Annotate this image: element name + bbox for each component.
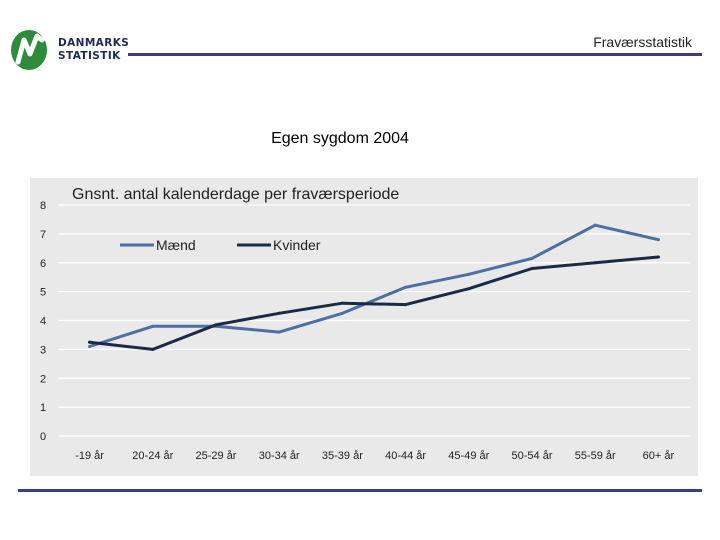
logo-text: DANMARKS STATISTIK: [58, 37, 129, 63]
data-point: [593, 223, 597, 227]
y-tick-label: 1: [40, 402, 46, 414]
data-point: [340, 301, 344, 305]
y-tick-label: 7: [40, 229, 46, 241]
x-tick-label: 20-24 år: [132, 450, 173, 462]
data-point: [467, 272, 471, 276]
x-tick-label: 60+ år: [643, 450, 675, 462]
chart-series: [88, 223, 660, 351]
data-point: [151, 347, 155, 351]
legend-label: Kvinder: [273, 237, 321, 253]
data-point: [277, 330, 281, 334]
y-tick-label: 3: [40, 344, 46, 356]
x-tick-label: 30-34 år: [259, 450, 300, 462]
chart-legend: Mænd Kvinder: [120, 237, 321, 253]
slide-title: Egen sygdom 2004: [271, 130, 409, 147]
logo-line-2: STATISTIK: [58, 50, 121, 62]
logo: DANMARKS STATISTIK: [10, 28, 129, 74]
y-tick-label: 2: [40, 373, 46, 385]
data-point: [530, 267, 534, 271]
x-tick-label: -19 år: [75, 450, 104, 462]
line-chart: Gnsnt. antal kalenderdage per fraværsper…: [40, 186, 690, 462]
data-point: [88, 340, 92, 344]
y-tick-label: 5: [40, 287, 46, 299]
header-divider: [128, 53, 702, 56]
x-axis-ticks: -19 år 20-24 år 25-29 år 30-34 år 35-39 år 40…: [75, 450, 674, 462]
data-point: [88, 344, 92, 348]
legend-label: Mænd: [156, 237, 196, 253]
data-point: [151, 324, 155, 328]
data-point: [467, 287, 471, 291]
y-tick-label: 8: [40, 200, 46, 212]
x-tick-label: 35-39 år: [322, 450, 363, 462]
x-tick-label: 50-54 år: [512, 450, 553, 462]
footer-divider: [18, 489, 702, 492]
chart-title: Gnsnt. antal kalenderdage per fraværsper…: [72, 186, 399, 203]
data-point: [530, 256, 534, 260]
series-line-1: [88, 255, 660, 351]
header-title: Fraværsstatistik: [593, 34, 692, 50]
y-axis-ticks: 0 1 2 3 4 5 6 7 8: [40, 200, 46, 443]
x-tick-label: 25-29 år: [196, 450, 237, 462]
y-tick-label: 0: [40, 431, 46, 443]
data-point: [340, 311, 344, 315]
series-line-0: [88, 223, 660, 348]
logo-line-1: DANMARKS: [58, 37, 130, 49]
y-tick-label: 6: [40, 258, 46, 270]
x-tick-label: 45-49 år: [448, 450, 489, 462]
chart-grid: [58, 204, 690, 437]
data-point: [277, 311, 281, 315]
data-point: [214, 323, 218, 327]
x-tick-label: 40-44 år: [385, 450, 426, 462]
x-tick-label: 55-59 år: [575, 450, 616, 462]
data-point: [404, 303, 408, 307]
data-point: [656, 255, 660, 259]
data-point: [593, 261, 597, 265]
data-point: [656, 238, 660, 242]
chart-panel: Gnsnt. antal kalenderdage per fraværsper…: [30, 178, 698, 476]
y-tick-label: 4: [40, 316, 46, 328]
logo-mark-icon: [11, 30, 47, 70]
data-point: [404, 285, 408, 289]
